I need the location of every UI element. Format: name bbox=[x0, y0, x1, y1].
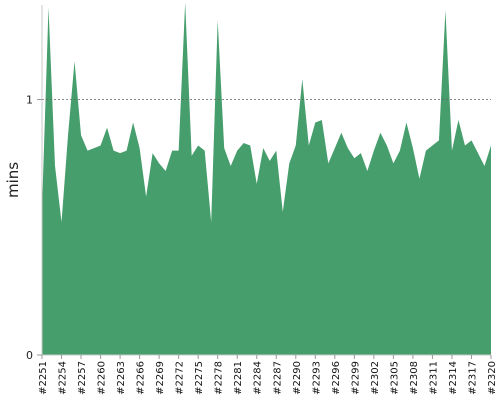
x-tick-label: #2293 bbox=[311, 361, 322, 395]
x-axis: #2251 #2254 #2257 #2260 #2263 #2266 #2269 #2272… bbox=[38, 354, 498, 395]
x-tick-label: #2281 bbox=[233, 361, 244, 395]
x-tick-label: #2272 bbox=[175, 361, 186, 395]
series-area-0 bbox=[42, 2, 491, 355]
x-tick-label: #2296 bbox=[331, 361, 342, 395]
x-tick-label: #2302 bbox=[370, 361, 381, 395]
x-tick-label: #2305 bbox=[389, 361, 400, 395]
x-tick-label: #2308 bbox=[409, 361, 420, 395]
x-tick-label: #2257 bbox=[77, 361, 88, 395]
x-tick-label: #2263 bbox=[116, 361, 127, 395]
y-axis: 01 bbox=[26, 5, 43, 362]
x-tick-label: #2275 bbox=[194, 361, 205, 395]
x-tick-label: #2278 bbox=[214, 361, 225, 395]
x-tick-label: #2284 bbox=[253, 361, 264, 395]
x-tick-label: #2314 bbox=[448, 361, 459, 395]
y-tick-label: 0 bbox=[26, 349, 33, 362]
x-tick-label: #2269 bbox=[155, 361, 166, 395]
x-tick-label: #2251 bbox=[38, 361, 49, 395]
x-tick-label: #2311 bbox=[428, 361, 439, 395]
x-tick-label: #2299 bbox=[350, 361, 361, 395]
y-axis-label: mins bbox=[4, 162, 22, 198]
x-tick-label: #2254 bbox=[58, 361, 69, 395]
x-tick-label: #2260 bbox=[97, 361, 108, 395]
plot-area bbox=[42, 2, 491, 355]
y-tick-label: 1 bbox=[26, 94, 33, 107]
x-tick-label: #2290 bbox=[292, 361, 303, 395]
x-tick-label: #2317 bbox=[467, 361, 478, 395]
x-tick-label: #2320 bbox=[487, 361, 498, 395]
x-tick-label: #2266 bbox=[136, 361, 147, 395]
x-tick-label: #2287 bbox=[272, 361, 283, 395]
